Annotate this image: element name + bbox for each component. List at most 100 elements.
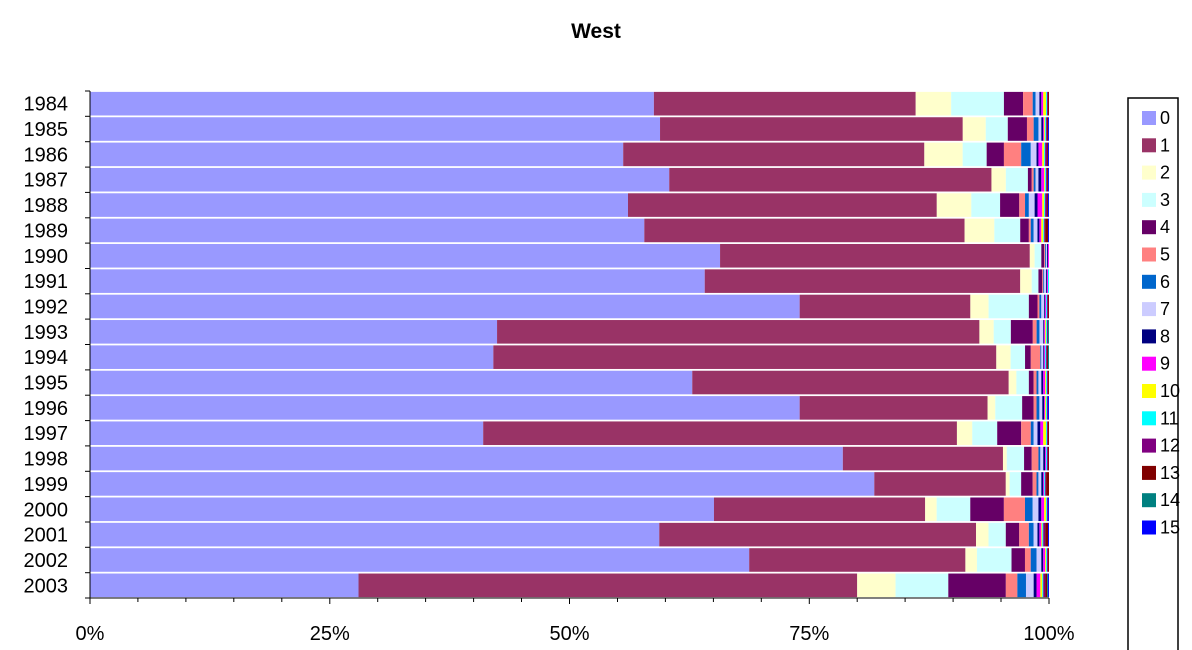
bar-1994-series-14	[1048, 345, 1049, 369]
bar-2001-series-6	[1028, 522, 1034, 547]
bar-1993-series-2	[979, 320, 994, 344]
bar-1989-series-12	[1044, 218, 1046, 243]
bar-1985-series-1	[660, 117, 963, 141]
bar-1993-series-6	[1036, 320, 1040, 344]
bar-2001-series-4	[1005, 522, 1020, 547]
bar-1987-series-6	[1033, 167, 1036, 192]
bar-1997-series-13	[1048, 421, 1049, 446]
bar-2003-series-9	[1036, 573, 1041, 598]
bar-1996-series-6	[1036, 396, 1040, 420]
bar-1988-series-0	[90, 193, 628, 217]
bar-1987-series-13	[1047, 167, 1049, 192]
bar-2001-series-8	[1037, 522, 1040, 547]
bar-1996-series-7	[1039, 396, 1043, 420]
bar-1993-series-5	[1032, 320, 1037, 344]
bar-2003-series-14	[1047, 573, 1049, 598]
bar-1998-series-8	[1043, 446, 1046, 471]
bar-1992-series-0	[90, 294, 800, 319]
y-tick-label: 1992	[24, 297, 69, 319]
bar-1988-series-13	[1047, 193, 1049, 217]
bar-2000-series-10	[1044, 497, 1047, 522]
x-tick-label: 0%	[76, 623, 105, 645]
bar-1987-series-4	[1027, 167, 1032, 192]
legend-swatch-11	[1142, 411, 1156, 426]
bar-1989-series-4	[1020, 218, 1029, 243]
bar-1996-series-12	[1047, 396, 1049, 420]
bar-1986-series-4	[986, 142, 1004, 167]
x-tick-label: 25%	[310, 623, 350, 645]
legend-label-7: 7	[1160, 299, 1170, 319]
x-tick-label: 50%	[549, 623, 589, 645]
bar-1999-series-1	[874, 472, 1006, 496]
legend-swatch-14	[1142, 493, 1156, 508]
bar-1987-series-5	[1031, 167, 1034, 192]
y-tick-label: 1994	[24, 347, 69, 369]
bar-1997-series-10	[1043, 421, 1047, 446]
bar-1991-series-9	[1047, 269, 1049, 293]
bar-1989-series-13	[1045, 218, 1049, 243]
bar-1993-series-14	[1048, 320, 1049, 344]
bar-2003-series-11	[1042, 573, 1044, 598]
bar-1995-series-9	[1043, 370, 1046, 395]
bar-1986-series-2	[924, 142, 963, 167]
bar-1984-series-3	[951, 91, 1004, 116]
legend-swatch-6	[1142, 274, 1156, 289]
bar-1988-series-6	[1025, 193, 1029, 217]
bar-1995-series-13	[1048, 370, 1049, 395]
bar-1986-series-8	[1036, 142, 1039, 167]
bar-1990-series-6	[1045, 243, 1047, 268]
bar-1993-series-10	[1045, 320, 1047, 344]
legend-label-10: 10	[1160, 381, 1180, 401]
bar-1990-series-0	[90, 243, 721, 268]
bar-1993-series-3	[993, 320, 1011, 344]
bar-2002-series-3	[976, 548, 1012, 572]
legend-swatch-7	[1142, 302, 1156, 317]
legend-label-5: 5	[1160, 245, 1170, 265]
legend-label-15: 15	[1160, 518, 1180, 538]
bar-1991-series-1	[704, 269, 1021, 293]
axes: 1984 1985 1986 1987 1988 1989 1990 1991 1992 1993…	[24, 90, 1075, 645]
legend-swatch-8	[1142, 329, 1156, 344]
bar-1992-series-5	[1037, 294, 1040, 319]
bar-1992-series-9	[1045, 294, 1047, 319]
bar-1995-series-5	[1033, 370, 1037, 395]
bar-1989-series-0	[90, 218, 645, 243]
bar-2001-series-0	[90, 522, 660, 547]
bar-1987-series-11	[1045, 167, 1047, 192]
bar-2000-series-3	[936, 497, 971, 522]
bar-1987-series-15	[1048, 167, 1049, 192]
bar-1995-series-4	[1028, 370, 1034, 395]
bar-1984-series-2	[915, 91, 952, 116]
legend-label-12: 12	[1160, 436, 1180, 456]
bar-1989-series-15	[1048, 218, 1049, 243]
bar-2001-series-5	[1019, 522, 1029, 547]
bar-1990-series-8	[1047, 243, 1049, 268]
bar-1984-series-6	[1032, 91, 1036, 116]
bar-1999-series-9	[1043, 472, 1045, 496]
bar-1989-series-2	[964, 218, 995, 243]
y-tick-label: 1997	[24, 423, 69, 445]
bar-1995-series-10	[1045, 370, 1047, 395]
bar-1990-series-3	[1034, 243, 1042, 268]
bar-1985-series-9	[1043, 117, 1045, 141]
legend-label-2: 2	[1160, 163, 1170, 183]
bar-1999-series-7	[1038, 472, 1042, 496]
bar-1989-series-10	[1041, 218, 1044, 243]
legend-swatch-4	[1142, 220, 1156, 235]
bar-1988-series-9	[1037, 193, 1043, 217]
bar-1989-series-1	[644, 218, 965, 243]
y-tick-label: 1984	[24, 94, 69, 116]
bar-2000-series-12	[1047, 497, 1049, 522]
chart-title: West	[571, 20, 621, 43]
bar-1991-series-6	[1043, 269, 1045, 293]
bar-1992-series-2	[970, 294, 989, 319]
bar-1984-series-7	[1035, 91, 1040, 116]
bar-1984-series-12	[1047, 91, 1049, 116]
legend-swatch-2	[1142, 165, 1156, 180]
bar-1986-series-11	[1044, 142, 1046, 167]
bar-1999-series-3	[1009, 472, 1022, 496]
bar-2003-series-6	[1017, 573, 1026, 598]
y-tick-label: 2000	[24, 499, 69, 521]
